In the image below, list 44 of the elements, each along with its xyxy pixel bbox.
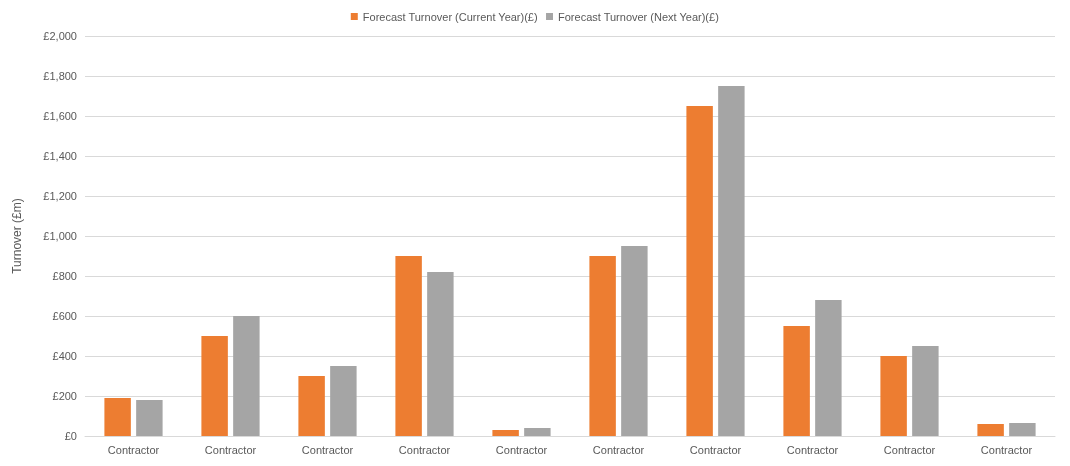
bar [815,300,842,436]
bar [136,400,163,436]
bar [621,246,648,436]
x-tick-label: Contractor [786,443,839,456]
bar [880,356,907,436]
x-tick-label: Contractor [204,443,257,456]
bar [718,86,745,436]
y-tick-label: £800 [52,270,77,282]
y-tick-label: £1,000 [43,230,77,242]
bar [783,326,810,436]
x-tick-label: Contractor [980,443,1033,456]
x-tick-label: Contractor [495,443,548,456]
x-tick-label: Contractor [398,443,451,456]
bar [233,316,260,436]
y-axis-title: Turnover (£m) [10,198,24,274]
y-tick-label: £200 [52,390,77,402]
y-tick-label: £2,000 [43,30,77,42]
bar [912,346,939,436]
bar [427,272,454,436]
y-tick-label: £1,800 [43,70,77,82]
bar [201,336,228,436]
x-tick-label: Contractor [689,443,742,456]
bar [524,428,551,436]
bar [589,256,616,436]
legend-label: Forecast Turnover (Current Year)(£) [362,10,538,23]
y-tick-label: £1,600 [43,110,77,122]
y-tick-label: £0 [64,430,77,442]
legend-label: Forecast Turnover (Next Year)(£) [558,10,719,23]
x-tick-label: Contractor [883,443,936,456]
bar [330,366,357,436]
x-tick-label: Contractor [592,443,645,456]
bar [298,376,325,436]
x-tick-label: Contractor [301,443,354,456]
bar [395,256,422,436]
x-tick-label: Contractor [107,443,160,456]
bar [104,398,131,436]
y-tick-label: £1,400 [43,150,77,162]
y-tick-label: £600 [52,310,77,322]
bar [977,424,1004,436]
bar [492,430,519,436]
bar [1009,423,1036,436]
bar [686,106,713,436]
y-tick-label: £400 [52,350,77,362]
y-tick-label: £1,200 [43,190,77,202]
